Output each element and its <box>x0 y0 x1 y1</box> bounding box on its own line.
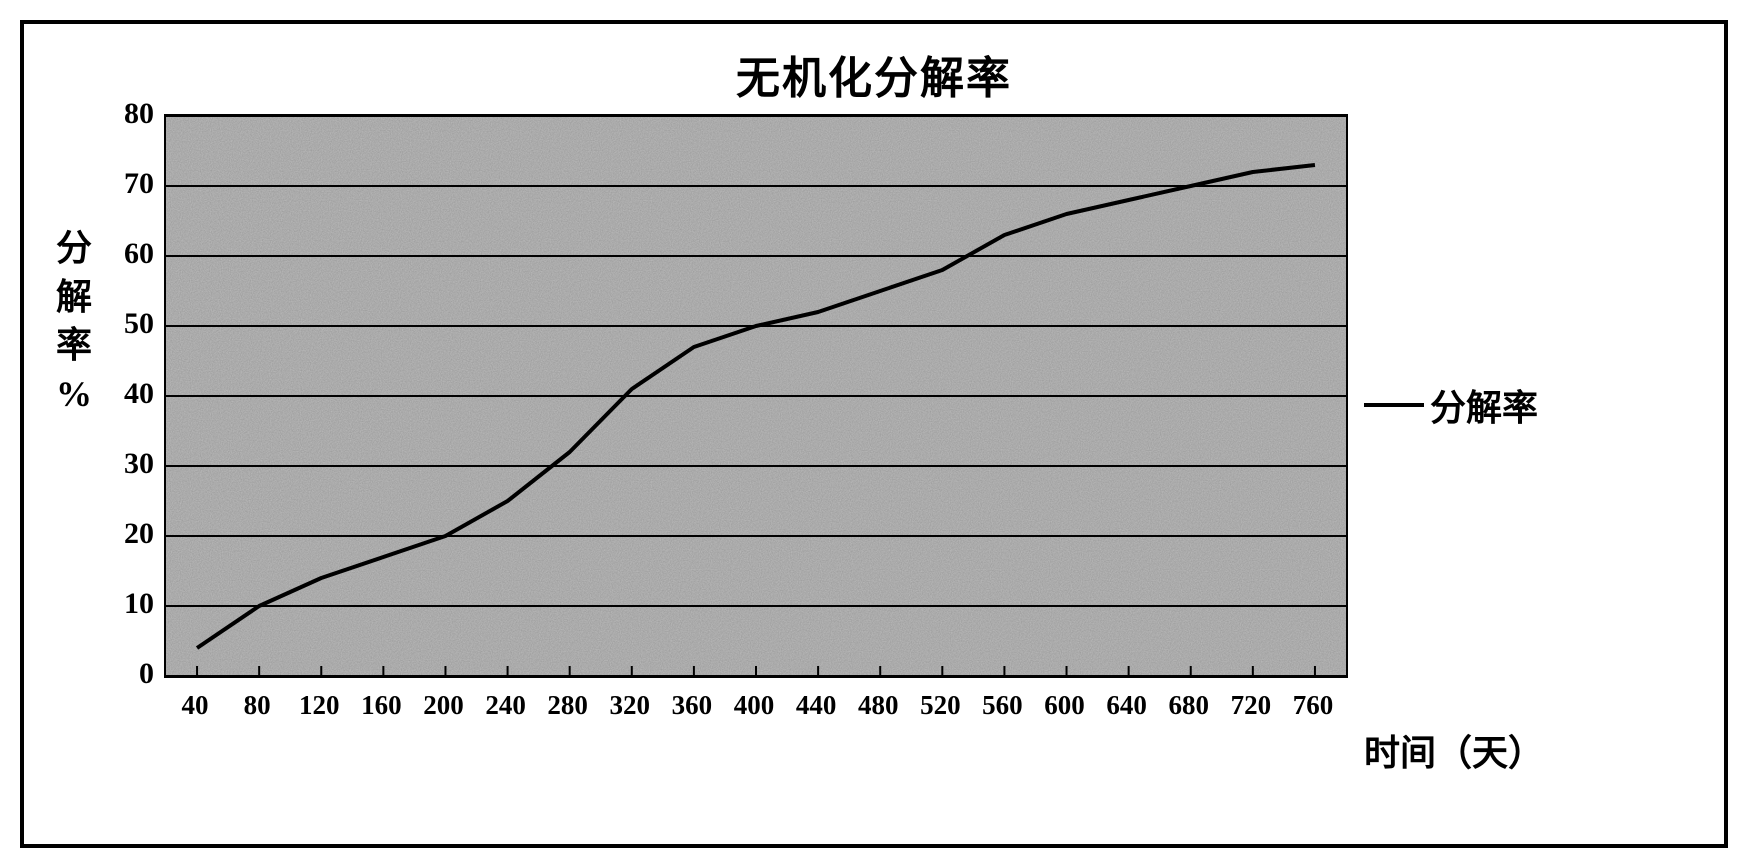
x-tick-label: 200 <box>423 690 464 721</box>
x-tick-label: 160 <box>361 690 402 721</box>
plot-area <box>164 114 1348 678</box>
y-tick-label: 40 <box>104 377 154 411</box>
x-tick-label: 640 <box>1106 690 1147 721</box>
x-tick-label: 520 <box>920 690 961 721</box>
x-tick-label: 360 <box>672 690 713 721</box>
x-tick-label: 280 <box>547 690 588 721</box>
chart-svg <box>166 116 1346 676</box>
x-tick-label: 720 <box>1231 690 1272 721</box>
legend-line <box>1364 403 1424 407</box>
x-tick-label: 560 <box>982 690 1023 721</box>
y-tick-label: 50 <box>104 307 154 341</box>
legend-label: 分解率 <box>1430 379 1538 431</box>
x-tick-label: 400 <box>734 690 775 721</box>
chart-title: 无机化分解率 <box>24 24 1724 106</box>
x-tick-label: 760 <box>1293 690 1334 721</box>
legend: 分解率 <box>1364 379 1538 431</box>
x-tick-label: 40 <box>182 690 209 721</box>
x-tick-label: 440 <box>796 690 837 721</box>
x-tick-label: 320 <box>610 690 651 721</box>
y-axis-label: 分解率% <box>54 224 94 418</box>
x-tick-label: 680 <box>1168 690 1209 721</box>
y-tick-label: 10 <box>104 587 154 621</box>
y-tick-label: 0 <box>104 657 154 691</box>
chart-container: 无机化分解率 分解率% 01020304050607080 4080120160… <box>20 20 1728 848</box>
y-tick-label: 30 <box>104 447 154 481</box>
y-tick-label: 60 <box>104 237 154 271</box>
x-tick-label: 240 <box>485 690 526 721</box>
x-tick-label: 120 <box>299 690 340 721</box>
y-tick-label: 20 <box>104 517 154 551</box>
y-tick-label: 70 <box>104 167 154 201</box>
x-axis-label: 时间（天） <box>1364 724 1544 776</box>
x-tick-label: 80 <box>244 690 271 721</box>
y-tick-label: 80 <box>104 97 154 131</box>
x-tick-label: 600 <box>1044 690 1085 721</box>
x-tick-label: 480 <box>858 690 899 721</box>
plot-wrapper: 01020304050607080 4080120160200240280320… <box>164 114 1344 674</box>
